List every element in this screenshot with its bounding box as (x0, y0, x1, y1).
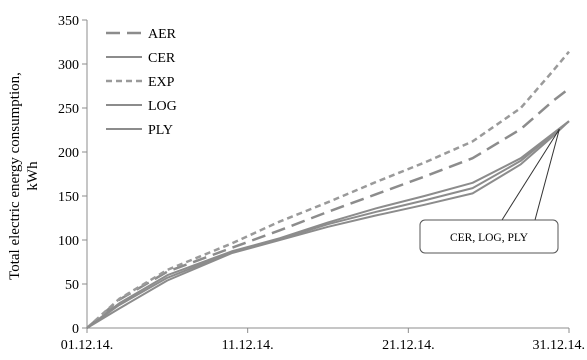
x-tick-label: 01.12.14. (61, 338, 114, 353)
series-line-ply (86, 120, 570, 329)
y-axis-title: Total electric energy consumption, kWh (7, 72, 41, 280)
x-tick-label: 11.12.14. (222, 338, 274, 353)
y-axis-title-line-2: kWh (25, 161, 41, 191)
x-tick-label: 21.12.14. (382, 338, 435, 353)
annotation: CER, LOG, PLY (419, 128, 560, 254)
legend: AER CER EXP LOG PLY (106, 27, 177, 138)
annotation-leader-line (501, 128, 560, 221)
series-line-log (86, 120, 570, 329)
y-axis: 0 50 100 150 200 250 300 350 (58, 14, 88, 337)
y-tick-label: 0 (72, 322, 79, 337)
y-tick-label: 350 (58, 14, 79, 29)
x-axis: 01.12.14. 11.12.14. 21.12.14. 31.12.14. (61, 327, 586, 353)
y-tick-label: 50 (65, 278, 79, 293)
legend-label-log: LOG (148, 99, 177, 114)
y-tick-label: 250 (58, 102, 79, 117)
series-line-aer (86, 87, 570, 329)
y-tick-label: 200 (58, 146, 79, 161)
series-line-cer (86, 120, 570, 329)
legend-label-exp: EXP (148, 75, 175, 90)
y-tick-label: 100 (58, 234, 79, 249)
y-tick-label: 150 (58, 190, 79, 205)
annotation-label: CER, LOG, PLY (450, 232, 529, 244)
series-line-exp (86, 50, 570, 329)
series-lines (86, 50, 570, 329)
annotation-leader-line (534, 128, 560, 221)
legend-label-cer: CER (148, 51, 176, 66)
y-axis-title-line-1: Total electric energy consumption, (7, 72, 23, 280)
annotation-box (419, 219, 559, 254)
legend-label-ply: PLY (148, 123, 173, 138)
y-tick-label: 300 (58, 58, 79, 73)
x-tick-label: 31.12.14. (533, 338, 586, 353)
legend-label-aer: AER (148, 27, 177, 42)
